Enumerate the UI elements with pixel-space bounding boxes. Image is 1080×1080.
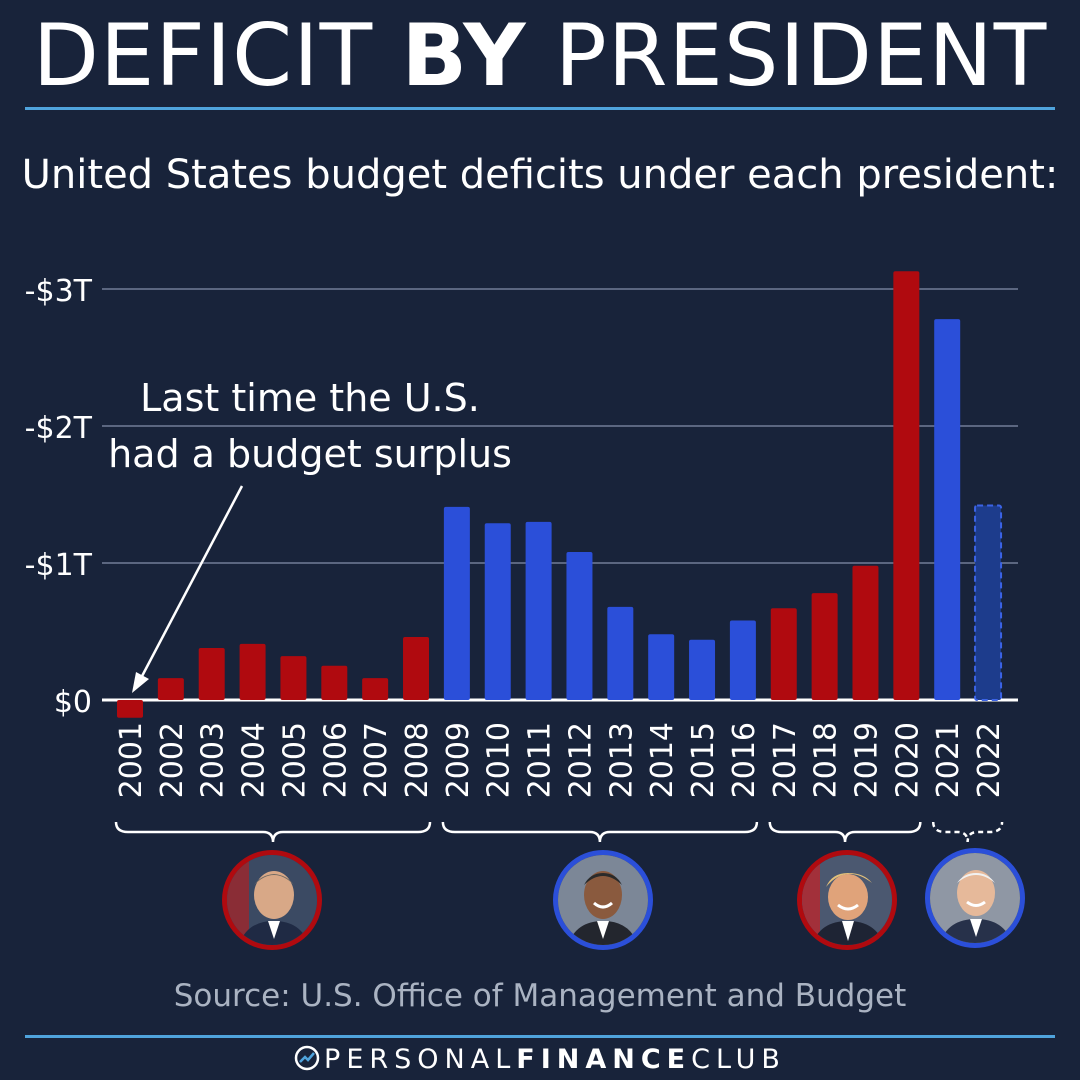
x-tick-label: 2002 <box>155 722 190 798</box>
bar-2013 <box>607 606 634 700</box>
bar-2021 <box>934 319 961 700</box>
annotation-arrow-head <box>132 672 149 693</box>
bar-2020 <box>893 271 920 700</box>
bar-2022 <box>974 504 1003 701</box>
president-portrait-4 <box>925 848 1025 948</box>
y-tick-label: -$3T <box>25 274 93 309</box>
brand-part-1: PERSONAL <box>324 1044 517 1075</box>
president-term-brace <box>931 821 1004 843</box>
bottom-divider <box>25 1035 1055 1038</box>
x-tick-label: 2019 <box>849 722 884 798</box>
bar-2005 <box>280 656 307 700</box>
bar-2009 <box>443 506 470 700</box>
president-term-brace <box>441 821 759 843</box>
bar-2017 <box>770 608 797 700</box>
bar-2012 <box>566 552 593 700</box>
annotation-line-2: had a budget surplus <box>108 432 512 476</box>
surplus-annotation: Last time the U.S. had a budget surplus <box>95 370 525 482</box>
title-part-3: PRESIDENT <box>526 6 1048 106</box>
brand-part-3: CLUB <box>691 1044 786 1075</box>
bar-2004 <box>239 643 266 700</box>
brand-part-2: FINANCE <box>516 1044 692 1075</box>
brand-footer: PERSONALFINANCECLUB <box>0 1044 1080 1078</box>
bar-2002 <box>157 678 184 700</box>
x-tick-label: 2012 <box>563 722 598 798</box>
bar-2015 <box>689 639 716 700</box>
x-tick-label: 2011 <box>523 722 558 798</box>
x-tick-label: 2015 <box>686 722 721 798</box>
source-note: Source: U.S. Office of Management and Bu… <box>173 978 907 1014</box>
top-divider <box>25 107 1055 110</box>
bar-2014 <box>648 634 675 700</box>
x-tick-label: 2016 <box>727 722 762 798</box>
bar-2016 <box>729 620 756 700</box>
bar-2011 <box>525 521 552 700</box>
x-tick-label: 2017 <box>768 722 803 798</box>
president-portrait-icon <box>227 855 317 945</box>
x-tick-label: 2006 <box>318 722 353 798</box>
bar-2010 <box>484 523 511 700</box>
president-portrait-1 <box>222 850 322 950</box>
annotation-arrow-line <box>138 485 244 681</box>
x-tick-label: 2013 <box>604 722 639 798</box>
president-portrait-icon <box>930 853 1020 943</box>
bar-2003 <box>198 647 225 700</box>
annotation-line-1: Last time the U.S. <box>140 376 480 420</box>
x-tick-label: 2018 <box>809 722 844 798</box>
bar-2008 <box>403 636 430 700</box>
y-tick-label: -$2T <box>25 411 93 446</box>
page-title: DEFICIT BY PRESIDENT <box>0 6 1080 106</box>
bar-2018 <box>811 593 838 700</box>
bar-2019 <box>852 565 879 700</box>
x-tick-label: 2020 <box>890 722 925 798</box>
president-portrait-2 <box>553 850 653 950</box>
president-portrait-3 <box>797 850 897 950</box>
bar-2007 <box>362 678 389 700</box>
title-part-2: BY <box>401 6 527 106</box>
bar-2001 <box>117 700 143 718</box>
x-tick-label: 2021 <box>931 722 966 798</box>
x-tick-label: 2009 <box>441 722 476 798</box>
president-term-brace <box>768 821 922 843</box>
x-tick-label: 2004 <box>237 722 272 798</box>
bar-2006 <box>321 665 348 700</box>
title-part-1: DEFICIT <box>32 6 402 106</box>
brand-logo-icon <box>294 1045 320 1078</box>
x-tick-label: 2005 <box>277 722 312 798</box>
x-tick-label: 2010 <box>482 722 517 798</box>
president-portrait-icon <box>558 855 648 945</box>
president-term-brace <box>114 821 432 843</box>
x-tick-label: 2022 <box>972 722 1007 798</box>
x-tick-label: 2008 <box>400 722 435 798</box>
x-tick-label: 2001 <box>114 722 149 798</box>
y-tick-label: -$1T <box>25 548 93 583</box>
y-tick-label: $0 <box>54 685 92 720</box>
chart-subtitle: United States budget deficits under each… <box>21 152 1059 198</box>
x-tick-label: 2007 <box>359 722 394 798</box>
x-tick-label: 2003 <box>196 722 231 798</box>
president-portrait-icon <box>802 855 892 945</box>
x-tick-label: 2014 <box>645 722 680 798</box>
